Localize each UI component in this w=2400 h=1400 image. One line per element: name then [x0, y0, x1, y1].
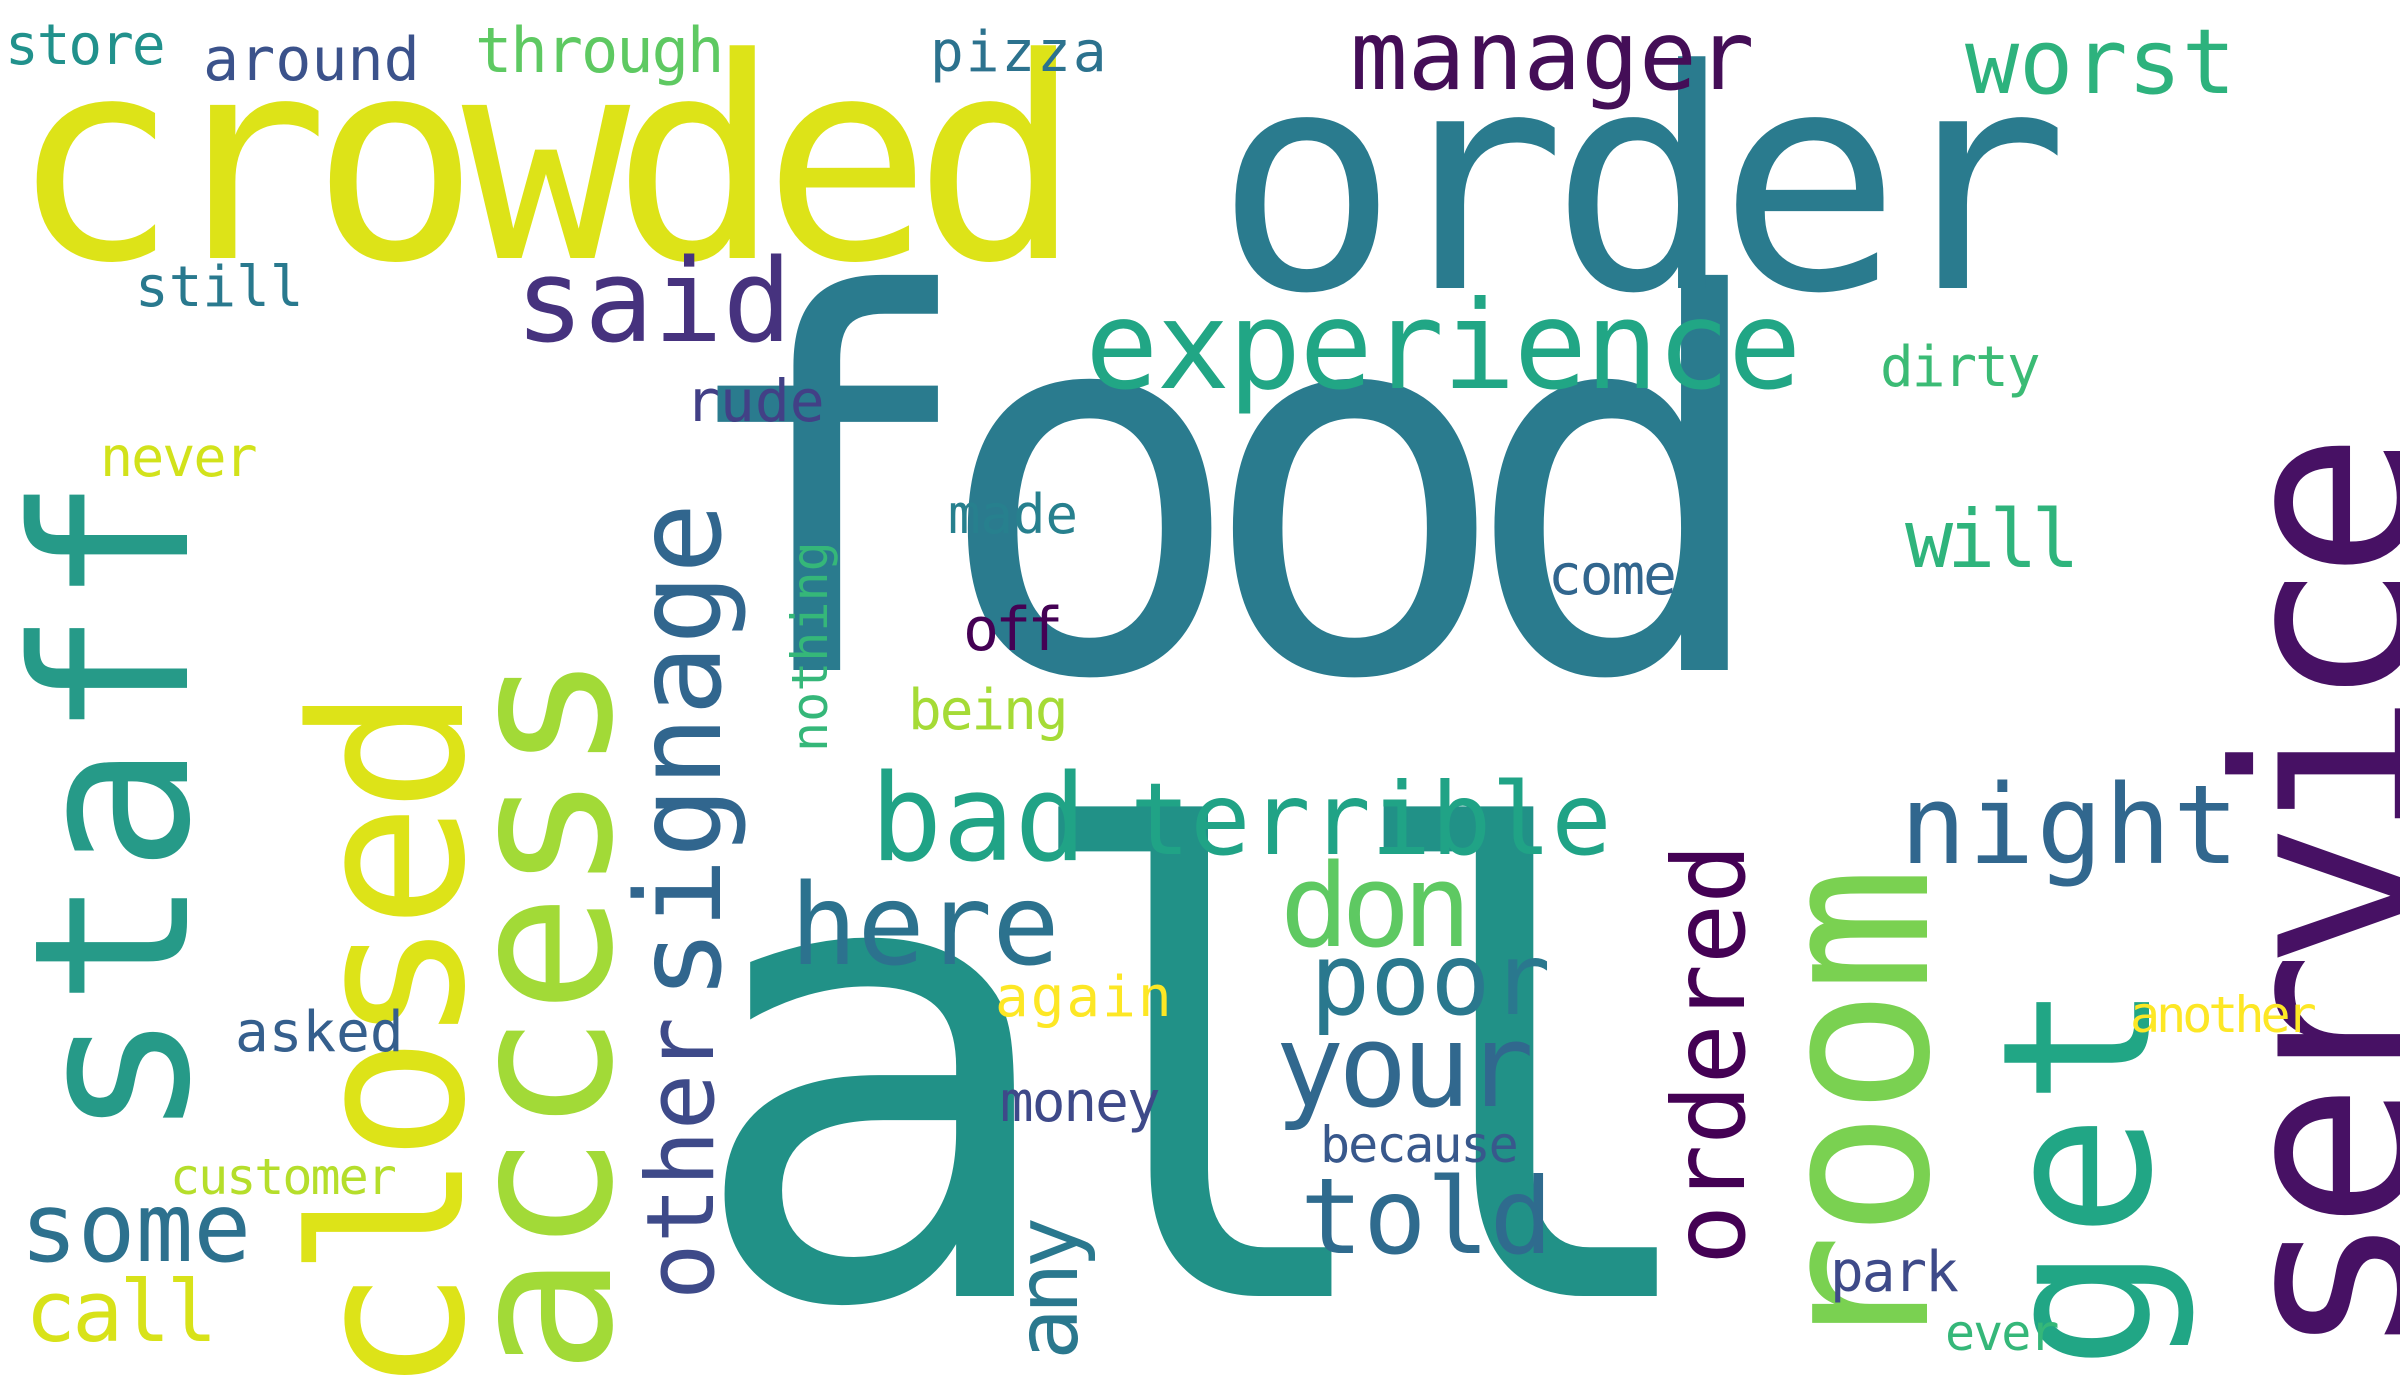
word-never: never — [100, 425, 258, 489]
word-all: all — [683, 702, 1719, 1400]
word-poor: poor — [1310, 921, 1551, 1038]
word-money: money — [1000, 1070, 1161, 1135]
word-staff: staff — [0, 472, 238, 1140]
word-experience: experience — [1085, 275, 1802, 417]
word-will: will — [1905, 493, 2080, 586]
word-night: night — [1900, 761, 2242, 889]
word-asked: asked — [235, 1000, 404, 1065]
word-made: made — [948, 483, 1079, 546]
word-crowded: crowded — [10, 0, 1082, 325]
word-being: being — [908, 678, 1069, 743]
word-off: off — [963, 595, 1063, 665]
word-rude: rude — [685, 367, 825, 435]
word-worst: worst — [1965, 10, 2236, 115]
word-food: food — [668, 187, 1776, 793]
word-another: another — [2130, 986, 2317, 1044]
word-order: order — [1215, 5, 2069, 360]
word-terrible: terrible — [1130, 761, 1612, 878]
word-other: other — [627, 1017, 736, 1300]
word-nothing: nothing — [781, 541, 839, 752]
word-around: around — [203, 25, 420, 95]
word-come: come — [1548, 543, 1677, 608]
word-service: service — [2185, 449, 2400, 1360]
word-manager: manager — [1350, 0, 1755, 112]
word-call: call — [25, 1263, 218, 1362]
word-ever: ever — [1945, 1304, 2059, 1362]
word-store: store — [5, 13, 166, 78]
word-any: any — [998, 1222, 1098, 1360]
word-dirty: dirty — [1880, 335, 2041, 400]
word-told: told — [1300, 1156, 1553, 1278]
word-here: here — [790, 861, 1060, 991]
word-some: some — [20, 1172, 252, 1284]
word-bad: bad — [870, 750, 1087, 889]
word-because: because — [1320, 1116, 1519, 1174]
word-through: through — [475, 14, 724, 87]
word-ordered: ordered — [1651, 843, 1768, 1265]
word-customer: customer — [170, 1148, 397, 1206]
word-park: park — [1830, 1240, 1959, 1305]
word-signage: signage — [610, 502, 748, 1000]
word-don: don — [1280, 840, 1472, 974]
word-pizza: pizza — [930, 20, 1109, 85]
word-said: said — [515, 235, 792, 369]
word-again: again — [995, 965, 1174, 1030]
word-your: your — [1275, 1000, 1534, 1134]
word-still: still — [135, 255, 304, 320]
